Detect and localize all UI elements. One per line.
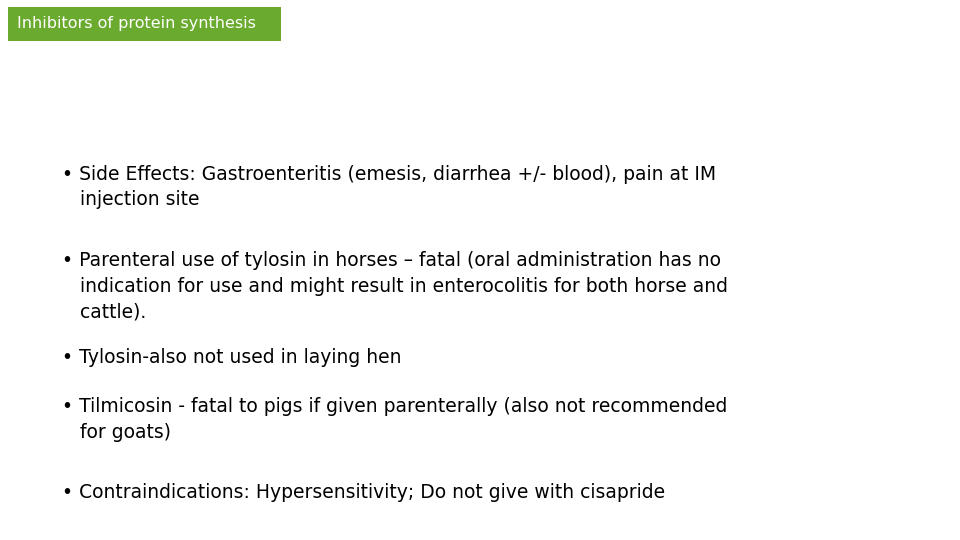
Text: • Tilmicosin - fatal to pigs if given parenterally (also not recommended
   for : • Tilmicosin - fatal to pigs if given pa… [62,397,728,442]
Text: • Tylosin-also not used in laying hen: • Tylosin-also not used in laying hen [62,348,402,367]
FancyBboxPatch shape [8,7,281,40]
Text: • Contraindications: Hypersensitivity; Do not give with cisapride: • Contraindications: Hypersensitivity; D… [62,483,665,502]
Text: Inhibitors of protein synthesis: Inhibitors of protein synthesis [17,16,256,31]
Text: • Parenteral use of tylosin in horses – fatal (oral administration has no
   ind: • Parenteral use of tylosin in horses – … [62,251,729,322]
Text: • Side Effects: Gastroenteritis (emesis, diarrhea +/- blood), pain at IM
   inje: • Side Effects: Gastroenteritis (emesis,… [62,165,716,210]
